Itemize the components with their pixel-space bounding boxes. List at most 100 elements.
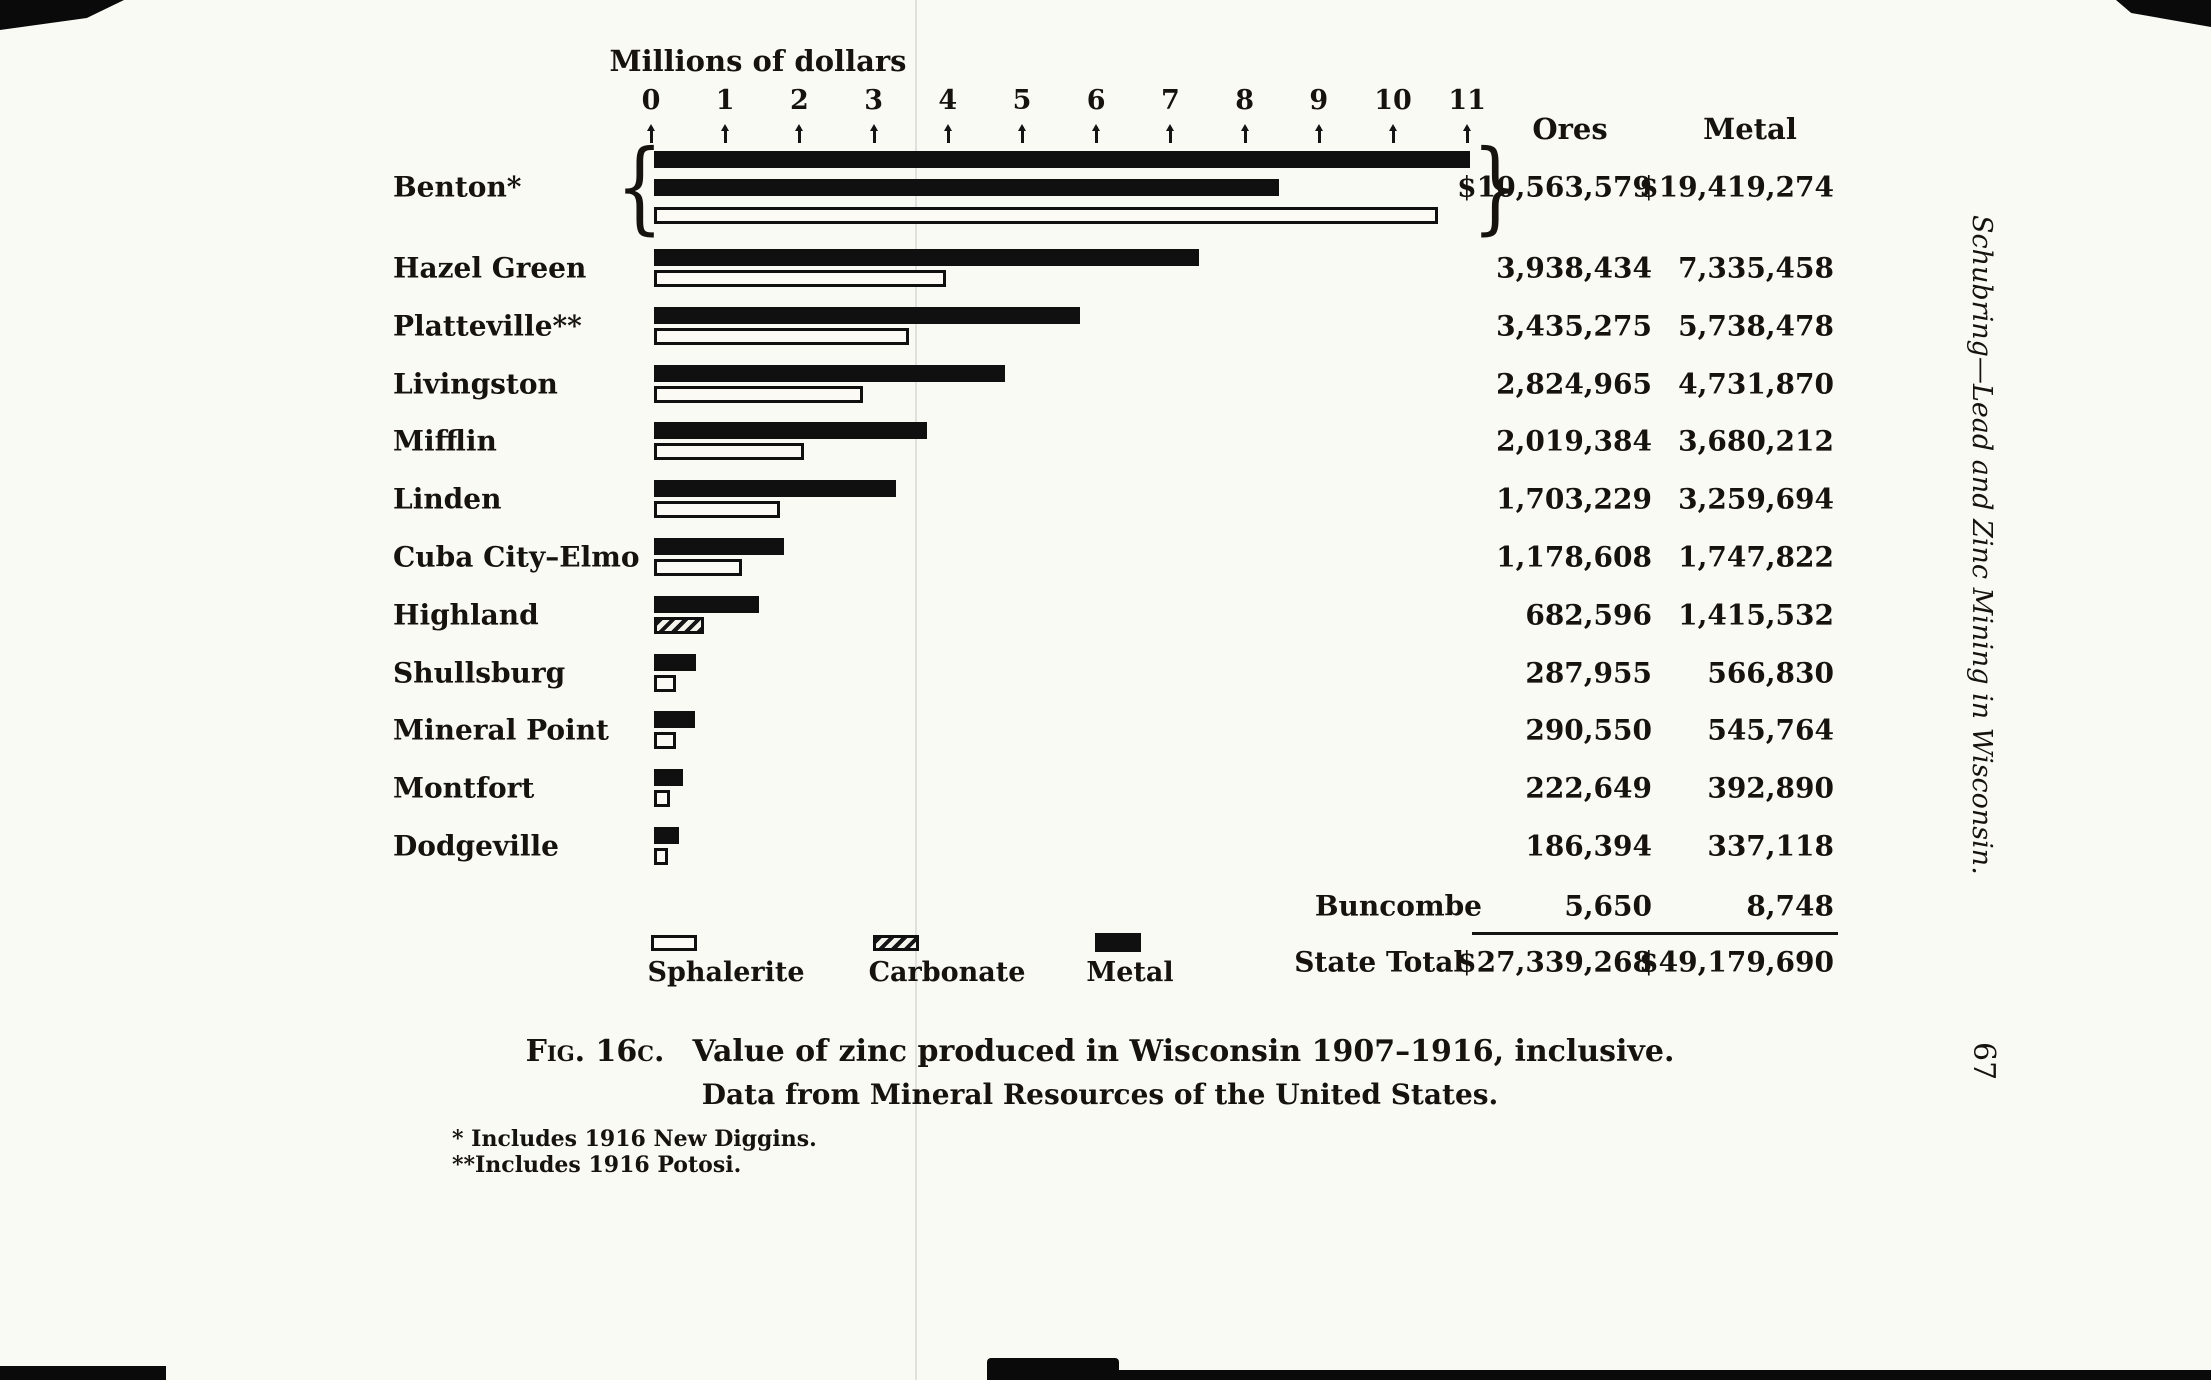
total-rule — [1472, 932, 1838, 935]
running-title: Schubring—Lead and Zinc Mining in Wiscon… — [1966, 215, 1997, 875]
ores-value: 3,435,275 — [1496, 309, 1652, 343]
ores-value: 287,955 — [1525, 656, 1652, 690]
axis-tick-mark — [1240, 124, 1249, 143]
axis-tick-label: 3 — [864, 85, 883, 116]
chart-row: Platteville** 3,435,275 5,738,478 — [0, 302, 2211, 350]
sphalerite-bar — [654, 732, 676, 749]
figure-title: Value of zinc produced in Wisconsin 1907… — [692, 1034, 1675, 1069]
metal-value: 1,415,532 — [1678, 598, 1834, 632]
metal-value: 8,748 — [1746, 889, 1834, 923]
legend-label-sphalerite: Sphalerite — [647, 957, 805, 988]
chart-row: Hazel Green 3,938,434 7,335,458 — [0, 244, 2211, 292]
ores-value: 2,019,384 — [1496, 424, 1652, 458]
bar-group — [654, 538, 784, 576]
metal-value: 392,890 — [1707, 771, 1834, 805]
sphalerite-bar — [654, 559, 742, 576]
district-label: Benton* — [393, 170, 522, 204]
bar-group — [654, 249, 1199, 287]
district-label: Livingston — [393, 367, 558, 401]
metal-bar — [654, 307, 1080, 324]
ores-value: $27,339,268 — [1457, 945, 1652, 979]
sphalerite-bar — [654, 790, 671, 807]
legend-label-carbonate: Carbonate — [868, 957, 1026, 988]
figure-source: Data from Mineral Resources of the Unite… — [701, 1078, 1499, 1111]
legend-label-metal: Metal — [1086, 957, 1174, 988]
axis-title: Millions of dollars — [609, 44, 907, 78]
axis-tick-label: 6 — [1086, 85, 1106, 116]
sphalerite-bar — [654, 270, 947, 287]
metal-bar — [654, 769, 683, 786]
scan-artifact-top-left — [0, 0, 124, 30]
chart-row: Montfort 222,649 392,890 — [0, 764, 2211, 812]
district-label: Mineral Point — [393, 713, 609, 747]
metal-bar — [654, 654, 697, 671]
sphalerite-bar — [654, 501, 781, 518]
axis-tick-mark — [1463, 124, 1472, 143]
axis-tick-mark — [795, 124, 804, 143]
bar-group — [654, 827, 680, 865]
chart-row: Linden 1,703,229 3,259,694 — [0, 475, 2211, 523]
metal-bar — [654, 249, 1199, 266]
chart-row: Cuba City–Elmo 1,178,608 1,747,822 — [0, 533, 2211, 581]
axis-tick-label: 4 — [938, 85, 958, 116]
summary-row-buncombe: Buncombe 5,650 8,748 — [0, 884, 2211, 928]
metal-bar — [654, 179, 1279, 196]
axis-tick-mark — [1166, 124, 1175, 143]
metal-value: 3,259,694 — [1678, 482, 1834, 516]
axis-tick-mark — [869, 124, 878, 143]
axis-tick-label: 7 — [1160, 85, 1180, 116]
axis-tick-label: 10 — [1374, 85, 1412, 116]
ores-value: 1,178,608 — [1496, 540, 1652, 574]
metal-value: 4,731,870 — [1678, 367, 1834, 401]
metal-bar — [654, 365, 1005, 382]
metal-value: 5,738,478 — [1678, 309, 1834, 343]
chart-row: Highland 682,596 1,415,532 — [0, 591, 2211, 639]
axis-tick-label: 0 — [641, 85, 661, 116]
summary-row-state-total: State Total $27,339,268 $49,179,690 — [0, 940, 2211, 984]
ores-value: 5,650 — [1564, 889, 1652, 923]
ores-value: 3,938,434 — [1496, 251, 1652, 285]
sphalerite-bar — [654, 848, 669, 865]
district-label: Montfort — [393, 771, 535, 805]
chart-row: Mifflin 2,019,384 3,680,212 — [0, 417, 2211, 465]
axis-tick-label: 1 — [715, 85, 735, 116]
footnote-new-diggins: * Includes 1916 New Diggins. — [452, 1126, 817, 1152]
bar-group — [654, 711, 695, 749]
axis-tick-mark — [1018, 124, 1026, 143]
district-label: Hazel Green — [393, 251, 587, 285]
metal-bar — [654, 480, 896, 497]
bar-group — [654, 769, 683, 807]
metal-value: $19,419,274 — [1639, 170, 1834, 204]
bar-group — [654, 422, 928, 460]
page-number: 67 — [1966, 1042, 2001, 1081]
legend-swatch-sphalerite — [651, 935, 697, 951]
district-label: Highland — [393, 598, 539, 632]
district-label: Cuba City–Elmo — [393, 540, 640, 574]
axis-tick-mark — [943, 124, 952, 143]
legend-swatch-metal — [1095, 933, 1141, 952]
chart-row: Benton* { } $10,563,579 $19,419,274 — [0, 137, 2211, 237]
axis-tick-label: 2 — [789, 85, 809, 116]
axis-tick-label: 8 — [1235, 85, 1254, 116]
metal-bar — [654, 422, 928, 439]
column-header-metal: Metal — [1703, 112, 1797, 146]
footnote-potosi: **Includes 1916 Potosi. — [452, 1152, 742, 1178]
bar-group — [654, 365, 1005, 403]
sphalerite-bar — [654, 328, 910, 345]
metal-value: 337,118 — [1707, 829, 1834, 863]
ores-value: 1,703,229 — [1496, 482, 1652, 516]
legend-swatch-carbonate — [873, 935, 919, 951]
bar-group — [654, 151, 1471, 224]
ores-value: 290,550 — [1525, 713, 1652, 747]
sphalerite-bar — [654, 386, 864, 403]
sphalerite-bar — [654, 443, 804, 460]
metal-value: 566,830 — [1707, 656, 1834, 690]
chart-row: Mineral Point 290,550 545,764 — [0, 706, 2211, 754]
scan-artifact-bottom-left — [0, 1366, 166, 1380]
scan-artifact-bottom-blob — [987, 1358, 1119, 1380]
metal-value: 1,747,822 — [1678, 540, 1834, 574]
bar-group — [654, 307, 1080, 345]
axis-tick-label: 11 — [1448, 85, 1486, 116]
axis-tick-label: 9 — [1309, 85, 1329, 116]
benton-brace-right: } — [1472, 128, 1520, 246]
